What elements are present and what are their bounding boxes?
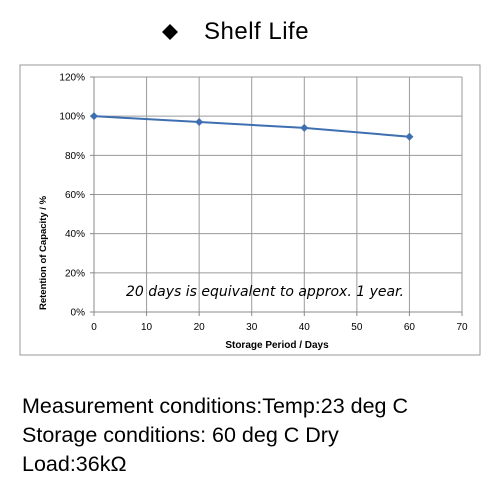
x-tick-label: 70 — [456, 322, 468, 333]
x-tick-label: 30 — [246, 322, 258, 333]
y-tick-label: 40% — [65, 229, 85, 240]
y-tick-label: 120% — [59, 73, 85, 84]
data-point-marker — [405, 132, 414, 141]
x-axis-title: Storage Period / Days — [225, 340, 329, 351]
x-tick-label: 0 — [91, 322, 97, 333]
storage-conditions: Storage conditions: 60 deg C Dry — [22, 423, 339, 447]
data-point-marker — [90, 112, 98, 121]
chart-annotation: 20 days is equivalent to approx. 1 year. — [126, 284, 404, 300]
y-tick-label: 100% — [59, 112, 85, 123]
x-tick-label: 60 — [404, 322, 416, 333]
load-conditions: Load:36kΩ — [22, 452, 127, 476]
y-tick-label: 60% — [65, 190, 85, 201]
x-tick-label: 50 — [351, 322, 363, 333]
y-tick-label: 20% — [65, 268, 85, 279]
series-line — [93, 115, 410, 138]
shelf-life-chart: 0% 20% 40% 60% 80% 100% 120% 0 10 20 30 40 50 60 70 Re… — [19, 64, 481, 356]
y-axis-title: Retention of Capacity / % — [38, 195, 49, 310]
chart-frame — [19, 64, 481, 356]
measurement-conditions: Measurement conditions:Temp:23 deg C — [22, 394, 409, 418]
y-tick-label: 80% — [65, 151, 85, 162]
y-tick-label: 0% — [71, 308, 86, 319]
x-tick-label: 20 — [194, 322, 206, 333]
x-tick-label: 10 — [141, 322, 153, 333]
data-point-marker — [300, 123, 309, 132]
section-title: Shelf Life — [204, 18, 310, 45]
x-tick-label: 40 — [299, 322, 311, 333]
section-header: Shelf Life — [158, 18, 309, 46]
diamond-bullet-icon — [158, 20, 182, 44]
conditions-block: Measurement conditions:Temp:23 deg C Sto… — [22, 392, 408, 479]
data-point-marker — [195, 118, 204, 127]
